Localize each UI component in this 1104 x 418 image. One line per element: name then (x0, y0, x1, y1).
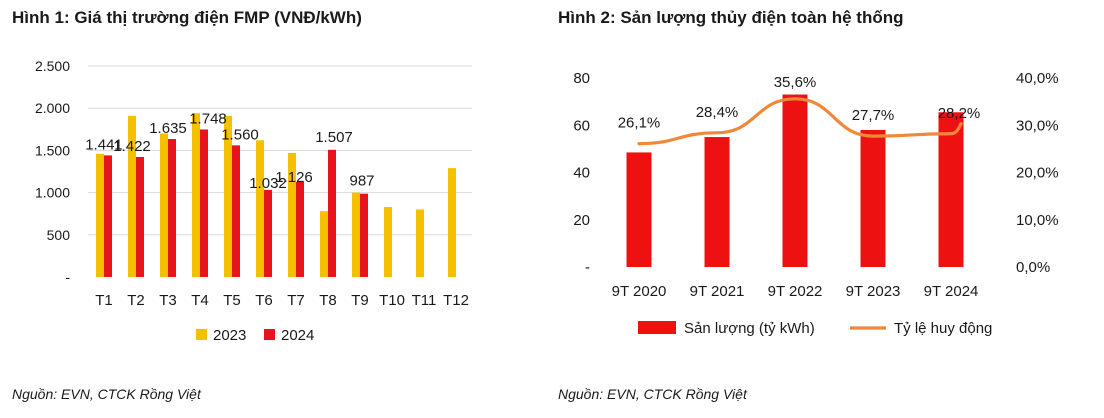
data-label: 28,2% (938, 105, 981, 122)
x-tick-label: T1 (95, 292, 113, 309)
data-label: 1.126 (275, 169, 313, 186)
y2-tick-label: 40,0% (1016, 70, 1059, 87)
legend-swatch (264, 329, 275, 340)
data-label: 26,1% (618, 115, 661, 132)
y-tick-label: 80 (573, 70, 590, 87)
y-tick-label: 1.500 (35, 142, 70, 158)
source-note: Nguồn: EVN, CTCK Rồng Việt (558, 386, 747, 402)
x-tick-label: T4 (191, 292, 209, 309)
x-tick-label: T5 (223, 292, 241, 309)
y-tick-label: - (65, 269, 70, 285)
x-tick-label: T7 (287, 292, 305, 309)
data-label: 1.635 (149, 120, 187, 137)
data-label: 1.422 (113, 138, 151, 155)
x-tick-label: T8 (319, 292, 337, 309)
x-tick-label: 9T 2022 (768, 283, 823, 300)
source-note: Nguồn: EVN, CTCK Rồng Việt (12, 386, 201, 402)
bar-2024 (296, 181, 304, 277)
hydro-combo-chart: - 20 40 60 80 0,0% 10,0% 20,0% 30,0% 40,0% 9T 2020… (573, 70, 1059, 337)
bar-2024 (264, 189, 272, 277)
line-ty-le-huy-dong (637, 97, 963, 146)
bar-2023 (192, 113, 200, 277)
bar-2023 (448, 168, 456, 277)
x-tick-label: T6 (255, 292, 273, 309)
legend-swatch (196, 329, 207, 340)
chart-title: Hình 2: Sản lượng thủy điện toàn hệ thốn… (558, 8, 904, 27)
chart-title: Hình 1: Giá thị trường điện FMP (VNĐ/kWh… (12, 8, 362, 27)
bar-2023 (384, 206, 392, 277)
x-tick-label: T3 (159, 292, 177, 309)
bar-2024 (136, 156, 144, 277)
y-tick-label: 60 (573, 117, 590, 134)
data-label: 1.560 (221, 126, 259, 143)
bar-2024 (360, 193, 368, 277)
data-label: 1.507 (315, 129, 353, 146)
bar-2023 (160, 133, 168, 277)
legend-label: 2023 (213, 327, 246, 344)
bar-2023 (416, 209, 424, 277)
bar-2024 (328, 149, 336, 277)
x-tick-label: 9T 2020 (612, 283, 667, 300)
legend-label: Sản lượng (tỷ kWh) (684, 320, 815, 337)
chart-panel-hydro: Hình 2: Sản lượng thủy điện toàn hệ thốn… (550, 0, 1104, 418)
data-label: 27,7% (852, 107, 895, 124)
x-tick-label: T12 (443, 292, 469, 309)
legend-label: Tỷ lệ huy động (894, 320, 992, 337)
bar-san-luong (782, 94, 808, 267)
x-tick-label: 9T 2023 (846, 283, 901, 300)
bar-2023 (320, 211, 328, 277)
y-tick-label: 500 (47, 227, 71, 243)
bar-2023 (256, 140, 264, 277)
x-tick-label: T2 (127, 292, 145, 309)
data-label: 1.032 (249, 175, 287, 192)
y-tick-label: 2.000 (35, 100, 70, 116)
x-tick-label: T9 (351, 292, 369, 309)
bar-san-luong (938, 112, 964, 267)
y-tick-label: - (585, 259, 590, 276)
x-tick-label: T10 (379, 292, 405, 309)
y-tick-label: 20 (573, 212, 590, 229)
fmp-bar-chart: - 500 1.000 1.500 2.000 2.500 T1 T2 T3 T4 T5 T6 T7 T8… (35, 58, 472, 344)
data-label: 28,4% (696, 104, 739, 121)
x-tick-label: 9T 2024 (924, 283, 979, 300)
bar-2024 (168, 139, 176, 277)
bar-san-luong (704, 137, 730, 267)
bar-2024 (232, 145, 240, 277)
bar-2023 (96, 153, 104, 277)
bar-2023 (224, 115, 232, 278)
x-tick-label: T11 (412, 292, 437, 309)
bar-san-luong (860, 129, 886, 267)
legend-label: 2024 (281, 327, 314, 344)
data-label: 1.441 (85, 136, 123, 153)
y-tick-label: 2.500 (35, 58, 70, 74)
bar-2023 (352, 192, 360, 277)
bar-2024 (104, 155, 112, 277)
bar-2023 (288, 152, 296, 277)
y2-tick-label: 10,0% (1016, 212, 1059, 229)
bar-san-luong (626, 152, 652, 267)
bar-2024 (200, 129, 208, 277)
data-label: 35,6% (774, 74, 817, 91)
bar-2023 (128, 115, 136, 278)
y-tick-label: 1.000 (35, 185, 70, 201)
chart-panel-fmp: Hình 1: Giá thị trường điện FMP (VNĐ/kWh… (0, 0, 500, 418)
data-label: 1.748 (189, 110, 227, 127)
x-tick-label: 9T 2021 (690, 283, 745, 300)
y2-tick-label: 30,0% (1016, 117, 1059, 134)
legend-swatch (638, 321, 676, 334)
y-tick-label: 40 (573, 165, 590, 182)
y2-tick-label: 20,0% (1016, 165, 1059, 182)
y2-tick-label: 0,0% (1016, 259, 1050, 276)
data-label: 987 (349, 173, 374, 190)
